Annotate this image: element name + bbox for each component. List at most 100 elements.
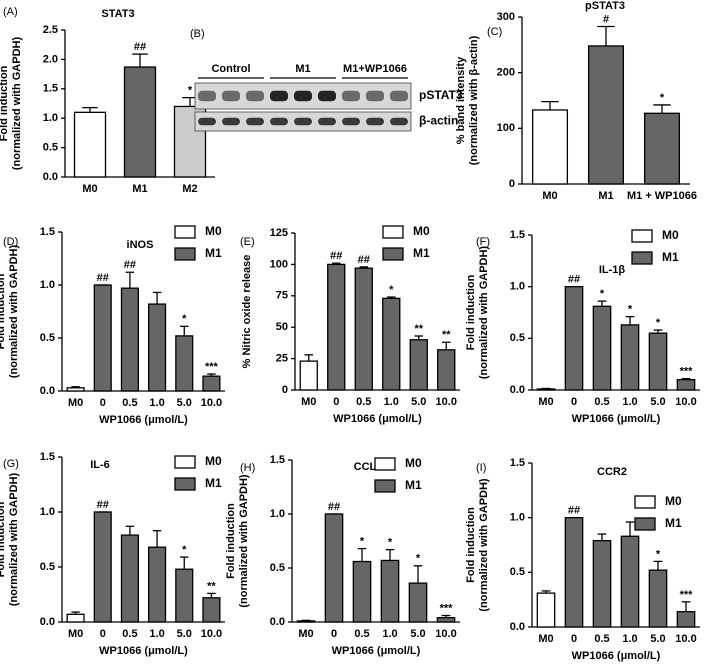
bar [620, 535, 640, 628]
y-tick-label: 50 [276, 321, 288, 333]
bar [592, 305, 612, 391]
x-tick-label: M0 [542, 190, 557, 202]
x-tick-label: 5.0 [411, 396, 426, 408]
bar [592, 539, 612, 628]
legend-swatch [631, 251, 653, 265]
x-tick-label: M0 [68, 628, 83, 640]
y-tick-label: 1.5 [43, 83, 58, 95]
bar [437, 349, 456, 391]
y-tick-label: 0.5 [40, 332, 55, 344]
bar [93, 511, 112, 623]
legend-swatch [174, 247, 196, 261]
x-axis-label: WP1066 (μmol/L) [332, 645, 421, 657]
bar [66, 613, 85, 623]
x-tick-label: M0 [68, 397, 83, 409]
panel-label: (B) [190, 28, 205, 40]
legend-label: M1 [205, 246, 222, 260]
y-axis-label: % Nitric oxide release [241, 255, 253, 369]
y-axis-label: (normalized with GAPDH) [478, 478, 490, 612]
x-tick-label: 1.0 [622, 633, 637, 645]
x-axis-label: WP1066 (μmol/L) [572, 650, 661, 662]
bar [148, 546, 167, 623]
legend-swatch [374, 457, 396, 471]
row-label: β-actin [419, 114, 458, 128]
bar [148, 303, 167, 392]
y-tick-label: 0.0 [510, 384, 525, 396]
y-axis-label: Fold induction [0, 273, 7, 349]
significance-label: ## [97, 499, 109, 511]
chart-title: CCR2 [597, 466, 627, 478]
bar [296, 620, 316, 623]
x-tick-label: 10.0 [201, 397, 222, 409]
legend-label: M1 [205, 476, 222, 490]
x-tick-label: 10.0 [675, 633, 696, 645]
significance-label: * [182, 544, 187, 556]
x-tick-label: M0 [538, 396, 553, 408]
y-tick-label: 300 [497, 11, 515, 23]
significance-label: ** [414, 323, 423, 335]
blot-band [294, 117, 312, 126]
bar [643, 112, 681, 185]
bar [380, 559, 400, 623]
bar [120, 534, 139, 623]
legend-swatch [631, 229, 653, 243]
x-tick-label: M2 [182, 183, 197, 195]
y-tick-label: 1.5 [510, 457, 525, 469]
x-tick-label: 0 [333, 396, 339, 408]
significance-label: * [389, 284, 394, 296]
y-tick-label: 0.0 [40, 616, 55, 628]
y-tick-label: 125 [270, 227, 288, 239]
x-tick-label: M0 [301, 396, 316, 408]
chart-title: STAT3 [101, 8, 134, 20]
significance-label: ** [442, 329, 451, 341]
x-tick-label: 0.5 [356, 396, 371, 408]
bar [299, 360, 318, 391]
blot-band [366, 90, 384, 102]
y-tick-label: 1.0 [510, 512, 525, 524]
y-tick-label: 1.5 [510, 229, 525, 241]
y-tick-label: 1.0 [40, 279, 55, 291]
panel-label: (F) [476, 236, 490, 248]
x-tick-label: 5.0 [650, 633, 665, 645]
y-tick-label: 2.0 [43, 53, 58, 65]
x-tick-label: 0.5 [122, 628, 137, 640]
legend-swatch [634, 517, 656, 531]
significance-label: ## [358, 254, 370, 266]
legend-swatch [174, 225, 196, 239]
bar [66, 387, 85, 392]
legend-label: M0 [665, 494, 682, 508]
legend-swatch [174, 477, 196, 491]
bar [409, 339, 428, 391]
y-tick-label: 0.5 [40, 561, 55, 573]
y-axis-label: Fold induction [0, 501, 7, 577]
group-label: Control [211, 63, 250, 75]
y-tick-label: 1.0 [40, 506, 55, 518]
legend-swatch [634, 495, 656, 509]
y-tick-label: 0.0 [510, 621, 525, 633]
x-tick-label: M0 [298, 628, 313, 640]
x-tick-label: M1 [132, 183, 147, 195]
row-label: pSTAT3 [419, 88, 463, 102]
blot-band [294, 90, 312, 102]
y-tick-label: 200 [497, 67, 515, 79]
legend-swatch [374, 479, 396, 493]
y-tick-label: 75 [276, 290, 288, 302]
x-tick-label: 5.0 [177, 628, 192, 640]
significance-label: * [628, 304, 633, 316]
x-axis-label: WP1066 (μmol/L) [572, 413, 661, 425]
blot-band [198, 117, 216, 126]
bar [202, 597, 221, 623]
bar [354, 267, 373, 391]
bar [120, 287, 139, 392]
blot-band [318, 117, 336, 126]
significance-label: * [600, 288, 605, 300]
significance-label: * [182, 313, 187, 325]
y-tick-label: 0 [509, 178, 515, 190]
bar [327, 263, 346, 391]
legend-label: M0 [205, 454, 222, 468]
significance-label: * [388, 537, 393, 549]
significance-label: *** [680, 366, 694, 378]
x-tick-label: 1.0 [382, 628, 397, 640]
x-tick-label: 5.0 [177, 397, 192, 409]
chart-title: IL-1β [599, 264, 626, 276]
